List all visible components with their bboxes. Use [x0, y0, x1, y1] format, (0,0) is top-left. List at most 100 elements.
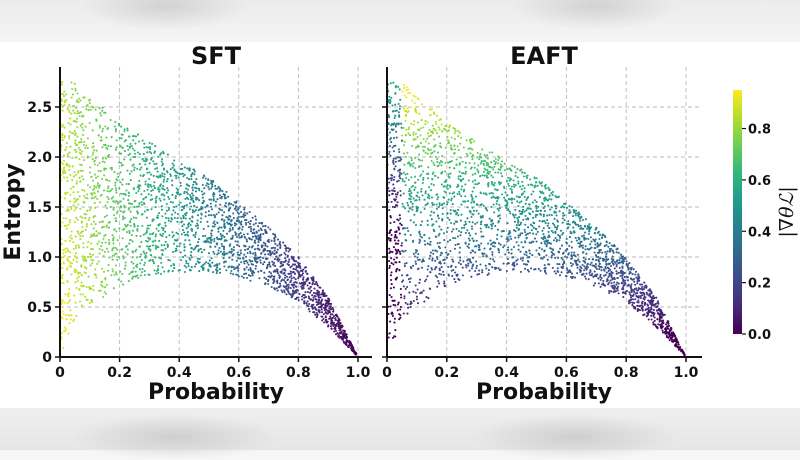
- scatter-point: [145, 146, 147, 148]
- scatter-point: [277, 272, 279, 274]
- scatter-point: [622, 255, 624, 257]
- scatter-point: [303, 302, 305, 304]
- scatter-point: [189, 218, 191, 220]
- scatter-point: [98, 134, 100, 136]
- scatter-point: [460, 231, 462, 233]
- scatter-point: [674, 335, 676, 337]
- scatter-point: [144, 274, 146, 276]
- scatter-point: [460, 220, 462, 222]
- scatter-point: [336, 316, 338, 318]
- scatter-point: [273, 264, 275, 266]
- scatter-point: [498, 251, 500, 253]
- scatter-point: [636, 301, 638, 303]
- sft-xtick: 0.4: [167, 365, 192, 381]
- scatter-point: [490, 161, 492, 163]
- scatter-point: [133, 217, 135, 219]
- scatter-point: [580, 225, 582, 227]
- scatter-point: [524, 231, 526, 233]
- scatter-point: [113, 207, 115, 209]
- scatter-point: [116, 179, 118, 181]
- scatter-point: [208, 252, 210, 254]
- scatter-point: [71, 230, 73, 232]
- scatter-point: [304, 291, 306, 293]
- scatter-point: [132, 275, 134, 277]
- scatter-point: [511, 264, 513, 266]
- scatter-point: [390, 257, 392, 259]
- scatter-point: [192, 184, 194, 186]
- scatter-point: [335, 330, 337, 332]
- scatter-point: [671, 338, 673, 340]
- scatter-point: [64, 135, 66, 137]
- scatter-point: [147, 189, 149, 191]
- scatter-point: [514, 217, 516, 219]
- scatter-point: [82, 134, 84, 136]
- scatter-point: [619, 267, 621, 269]
- scatter-point: [74, 83, 76, 85]
- scatter-point: [391, 104, 393, 106]
- scatter-point: [343, 342, 345, 344]
- scatter-point: [457, 145, 459, 147]
- scatter-point: [155, 206, 157, 208]
- scatter-point: [129, 143, 131, 145]
- scatter-point: [524, 240, 526, 242]
- scatter-point: [408, 292, 410, 294]
- scatter-point: [74, 140, 76, 142]
- scatter-point: [210, 180, 212, 182]
- scatter-point: [132, 240, 134, 242]
- scatter-point: [223, 220, 225, 222]
- scatter-point: [97, 185, 99, 187]
- scatter-point: [485, 208, 487, 210]
- scatter-point: [74, 120, 76, 122]
- scatter-point: [510, 253, 512, 255]
- scatter-point: [553, 239, 555, 241]
- scatter-point: [287, 261, 289, 263]
- scatter-point: [432, 162, 434, 164]
- scatter-point: [92, 154, 94, 156]
- scatter-point: [259, 259, 261, 261]
- scatter-point: [506, 270, 508, 272]
- scatter-point: [252, 264, 254, 266]
- scatter-point: [258, 222, 260, 224]
- scatter-point: [452, 192, 454, 194]
- scatter-point: [437, 280, 439, 282]
- scatter-point: [404, 94, 406, 96]
- scatter-point: [648, 309, 650, 311]
- scatter-point: [566, 256, 568, 258]
- scatter-point: [106, 179, 108, 181]
- scatter-point: [499, 207, 501, 209]
- scatter-point: [412, 165, 414, 167]
- scatter-point: [62, 134, 64, 136]
- scatter-point: [463, 172, 465, 174]
- scatter-point: [626, 290, 628, 292]
- scatter-point: [389, 265, 391, 267]
- scatter-point: [547, 204, 549, 206]
- scatter-point: [412, 265, 414, 267]
- scatter-point: [274, 270, 276, 272]
- scatter-point: [604, 236, 606, 238]
- scatter-point: [556, 239, 558, 241]
- scatter-point: [76, 199, 78, 201]
- scatter-point: [332, 309, 334, 311]
- scatter-point: [77, 273, 79, 275]
- scatter-point: [502, 246, 504, 248]
- scatter-point: [651, 305, 653, 307]
- scatter-point: [95, 230, 97, 232]
- scatter-point: [401, 203, 403, 205]
- scatter-point: [452, 203, 454, 205]
- scatter-point: [424, 123, 426, 125]
- scatter-point: [283, 268, 285, 270]
- scatter-point: [567, 220, 569, 222]
- scatter-point: [398, 148, 400, 150]
- scatter-point: [456, 228, 458, 230]
- scatter-point: [293, 287, 295, 289]
- scatter-point: [101, 282, 103, 284]
- scatter-point: [479, 249, 481, 251]
- scatter-point: [176, 245, 178, 247]
- scatter-point: [171, 194, 173, 196]
- scatter-point: [605, 255, 607, 257]
- scatter-point: [125, 139, 127, 141]
- scatter-point: [118, 187, 120, 189]
- scatter-point: [562, 263, 564, 265]
- scatter-point: [258, 238, 260, 240]
- scatter-point: [143, 174, 145, 176]
